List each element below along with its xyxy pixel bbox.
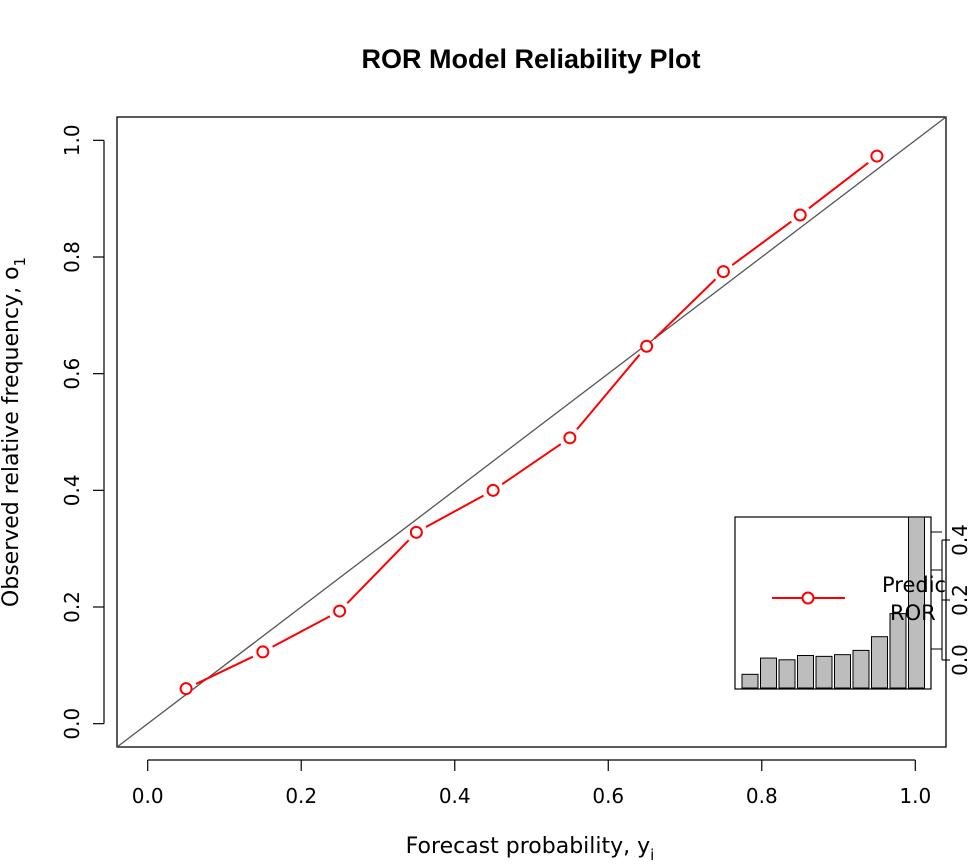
data-point	[640, 339, 654, 353]
histogram-bar	[871, 636, 888, 689]
y-tick-label: 0.2	[60, 591, 84, 623]
y-axis-label-subscript: 1	[11, 257, 29, 267]
data-series	[179, 149, 884, 696]
data-point	[716, 265, 730, 279]
plot-frame	[116, 116, 947, 748]
histogram-bar	[760, 657, 777, 689]
inset-axis-tick-label: 0.2	[948, 584, 972, 616]
x-tick-label: 0.8	[746, 784, 778, 808]
y-tick-label: 0.6	[60, 358, 84, 390]
x-axis-label: Forecast probability, yi	[406, 834, 655, 864]
legend-label-line1: Predic	[882, 573, 946, 597]
series-segment	[346, 539, 410, 604]
data-point	[870, 149, 884, 163]
x-axis-label-main: Forecast probability, y	[406, 834, 650, 859]
histogram-bar	[778, 659, 796, 689]
data-point	[256, 645, 270, 659]
inset-axis-tick-label: 0.4	[948, 524, 972, 556]
inset-panel: 0.0 0.2 0.4 Predic ROR	[734, 516, 972, 690]
series-segment	[731, 220, 792, 266]
y-axis: 0.0 0.2 0.4 0.6 0.8 1.0	[60, 124, 105, 740]
histogram-bar	[797, 655, 814, 689]
series-segment	[576, 354, 641, 431]
x-tick-label: 1.0	[899, 784, 931, 808]
histogram-bar	[889, 613, 907, 689]
x-axis: 0.0 0.2 0.4 0.6 0.8 1.0	[132, 759, 931, 808]
y-axis-label-main: Observed relative frequency, o	[0, 266, 24, 607]
series-segment	[272, 615, 331, 648]
perfect-reliability-diagonal	[116, 116, 947, 748]
y-tick-label: 1.0	[60, 124, 84, 156]
chart-title: ROR Model Reliability Plot	[361, 44, 700, 74]
x-tick-label: 0.0	[132, 784, 164, 808]
y-tick-label: 0.8	[60, 241, 84, 273]
series-segment	[501, 443, 562, 485]
legend-marker	[801, 591, 815, 605]
y-tick-label: 0.4	[60, 474, 84, 506]
series-segment	[195, 655, 254, 685]
inset-histogram	[741, 516, 925, 689]
x-axis-label-subscript: i	[650, 846, 654, 864]
histogram-bar	[908, 516, 925, 689]
inset-histogram-axis: 0.0 0.2 0.4	[931, 524, 972, 676]
series-segment	[425, 494, 484, 528]
data-point	[486, 483, 500, 497]
x-tick-label: 0.2	[285, 784, 317, 808]
legend-label-line2: ROR	[890, 601, 936, 625]
series-segment	[808, 161, 869, 210]
histogram-bar	[834, 654, 851, 689]
data-point	[563, 431, 577, 445]
histogram-bar	[741, 673, 759, 689]
series-segment	[653, 278, 717, 340]
data-point	[333, 604, 347, 618]
y-tick-label: 0.0	[60, 708, 84, 740]
data-point	[179, 682, 193, 696]
histogram-bar	[815, 655, 833, 689]
diagonal-line	[116, 116, 947, 748]
inset-axis-tick-label: 0.0	[948, 644, 972, 676]
x-tick-label: 0.6	[592, 784, 624, 808]
histogram-bar	[852, 649, 870, 689]
data-point	[793, 208, 807, 222]
x-tick-label: 0.4	[439, 784, 471, 808]
y-axis-label: Observed relative frequency, o1	[0, 257, 29, 607]
data-point	[409, 525, 423, 539]
